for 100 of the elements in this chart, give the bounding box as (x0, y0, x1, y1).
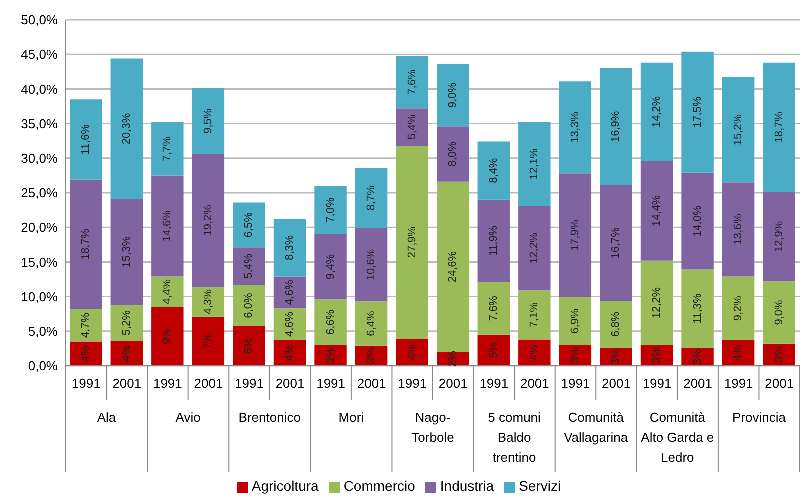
bar (152, 122, 184, 176)
data-label: 9,5% (202, 108, 214, 134)
bar (640, 161, 674, 261)
text: Provincia (732, 410, 787, 425)
data-label: 16,9% (610, 111, 622, 143)
y-tick-label: 40,0% (21, 82, 58, 97)
data-label: 13,3% (569, 112, 582, 144)
bar (478, 142, 510, 200)
data-label: 14,2% (650, 96, 663, 128)
y-tick-label: 45,0% (21, 47, 58, 62)
data-label: 7,7% (162, 136, 174, 162)
data-label: 4,4% (162, 279, 174, 304)
data-label: 12,1% (528, 148, 541, 180)
bar (192, 88, 225, 154)
bar (192, 154, 225, 288)
data-label: 17,9% (569, 220, 582, 252)
bar (70, 100, 102, 180)
bar (559, 297, 592, 346)
data-label: 8,3% (284, 235, 296, 261)
bar (559, 174, 592, 298)
x-tick-label: 2001 (438, 376, 468, 391)
x-tick-label: 2001 (602, 376, 631, 391)
data-label: 12,2% (528, 232, 541, 264)
bar (396, 146, 428, 340)
bar (437, 126, 470, 182)
bar (478, 334, 510, 366)
y-tick-label: 10,0% (21, 289, 58, 304)
data-label: 17,5% (692, 96, 704, 128)
x-tick-label: 1991 (153, 376, 182, 391)
data-label: 3% (366, 348, 378, 364)
data-label: 12,9% (773, 221, 786, 253)
bar (355, 228, 388, 302)
data-label: 15,2% (732, 114, 745, 146)
data-label: 6,4% (366, 311, 378, 336)
data-label: 3% (610, 348, 622, 365)
bar (152, 276, 184, 308)
x-tick-label: 2001 (357, 376, 386, 391)
bar (110, 58, 143, 200)
bar (518, 206, 551, 291)
bar (682, 52, 714, 173)
bar (640, 62, 674, 162)
data-label: 8,0% (447, 141, 460, 167)
text: Ala (97, 410, 117, 425)
data-label: 3% (569, 347, 582, 364)
x-tick-label: 2001 (520, 376, 550, 391)
bar (233, 285, 266, 327)
data-label: 8,4% (488, 158, 500, 184)
data-label: 4% (528, 344, 541, 361)
data-label: 8,7% (366, 185, 378, 211)
data-label: 6% (243, 338, 256, 354)
data-label: 11,3% (692, 294, 704, 324)
y-tick-label: 5,0% (28, 324, 58, 340)
data-label: 3% (650, 347, 663, 364)
data-label: 6,0% (243, 293, 256, 318)
bar (110, 305, 143, 342)
x-tick-label: 1991 (642, 376, 672, 391)
x-tick-label: 1991 (316, 376, 346, 391)
bar (600, 300, 632, 348)
data-label: 3% (773, 346, 786, 363)
bar (233, 326, 266, 366)
data-label: 7% (202, 333, 214, 350)
y-tick-label: 50,0% (21, 12, 58, 28)
bar (722, 276, 755, 340)
data-label: 9,0% (773, 300, 786, 326)
data-label: 4% (732, 345, 745, 362)
text: Nago-Torbole (412, 410, 454, 445)
legend-label: Industria (440, 478, 494, 494)
x-tick-label: 2001 (194, 376, 224, 391)
bar (518, 340, 551, 366)
data-label: 2% (447, 350, 460, 368)
data-label: 13,6% (732, 214, 745, 246)
bar (682, 172, 714, 270)
x-tick-label: 2001 (765, 376, 794, 391)
data-label: 4% (406, 344, 418, 360)
data-label: 5,4% (406, 114, 418, 140)
data-label: 7,6% (406, 70, 418, 95)
data-label: 24,6% (447, 251, 460, 283)
data-label: 18,7% (80, 228, 92, 260)
bar (192, 316, 225, 366)
bar (600, 68, 632, 186)
data-label: 6,5% (243, 212, 256, 238)
data-label: 18,7% (773, 112, 786, 144)
data-label: 4,7% (80, 312, 92, 338)
data-label: 6,9% (569, 308, 582, 334)
bar (152, 176, 184, 277)
bar (314, 186, 347, 235)
x-tick-label: 1991 (398, 376, 428, 391)
bar (763, 192, 796, 282)
x-tick-label: 2001 (684, 376, 713, 391)
bar (763, 282, 796, 344)
x-tick-label: 1991 (724, 376, 754, 391)
bar (518, 290, 551, 340)
bar (600, 185, 632, 301)
bar (314, 234, 347, 300)
data-label: 12,2% (650, 287, 663, 319)
data-label: 4,6% (284, 312, 296, 338)
data-label: 4% (80, 346, 92, 362)
text: Avio (176, 410, 201, 425)
data-label: 27,9% (406, 226, 418, 258)
legend-label: Commercio (344, 478, 416, 494)
